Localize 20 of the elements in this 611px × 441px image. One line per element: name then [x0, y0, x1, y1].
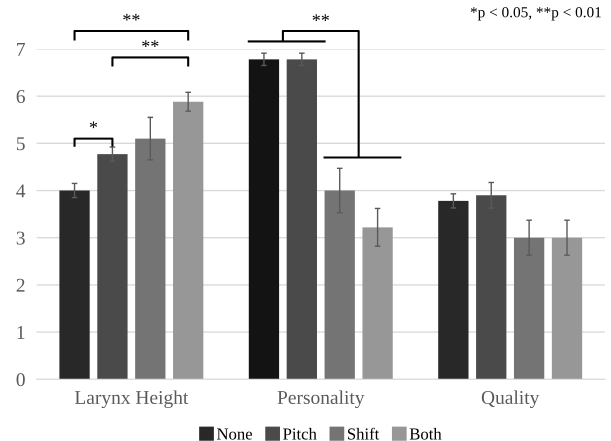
text: *p < 0.05, **p < 0.01 [470, 7, 601, 20]
y-tick-label: 7 [17, 42, 25, 56]
legend-label: Shift [348, 428, 380, 440]
text: ** [142, 40, 158, 47]
annotation: * [90, 122, 98, 128]
legend-label: None [216, 428, 252, 440]
y-tick-label: 5 [16, 137, 25, 150]
x-tick-label: Larynx Height [74, 390, 188, 408]
text: ** [312, 14, 329, 22]
legend-label: Both [410, 428, 442, 440]
y-tick-label: 4 [16, 184, 26, 198]
y-tick-label: 1 [18, 326, 24, 339]
y-tick-label: 3 [16, 232, 25, 245]
y-tick-label: 6 [16, 90, 25, 104]
y-tick-label: 0 [16, 373, 25, 386]
text: ** [123, 14, 140, 21]
x-tick-label: Personality [278, 390, 364, 408]
y-tick-label: 2 [16, 278, 24, 292]
legend-label: Pitch [283, 428, 317, 440]
x-tick-label: Quality [482, 390, 540, 408]
